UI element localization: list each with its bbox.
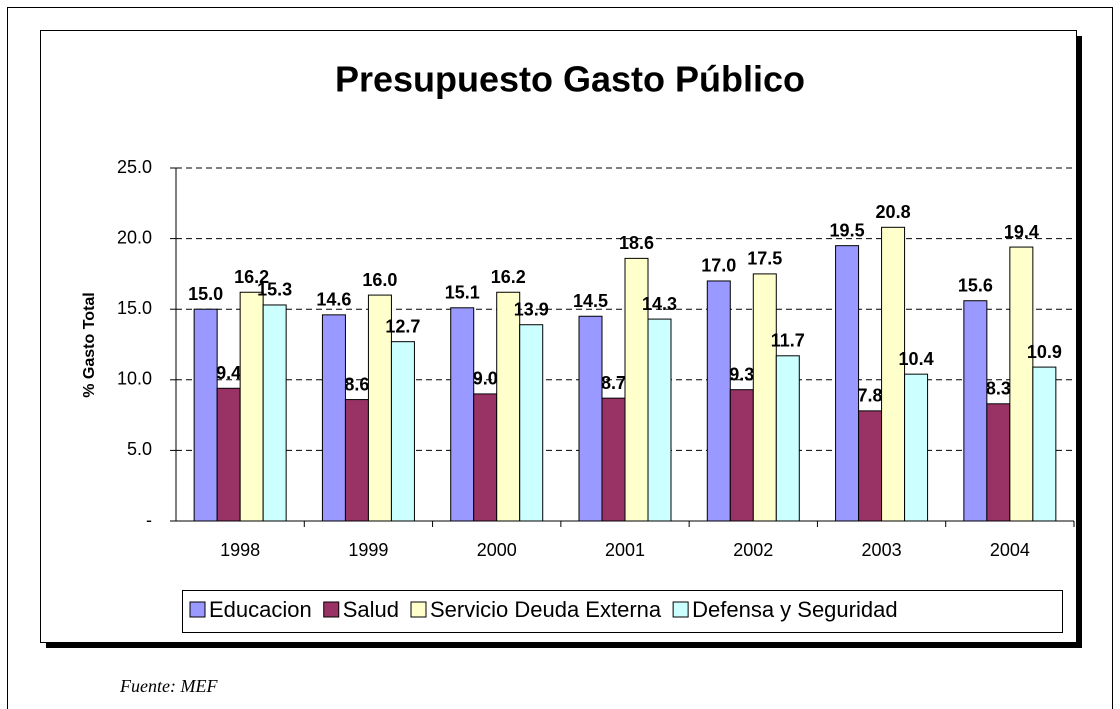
y-tick-label: - xyxy=(146,510,152,530)
data-label: 16.0 xyxy=(362,270,397,290)
data-label: 20.8 xyxy=(876,202,911,222)
data-label: 8.7 xyxy=(601,373,626,393)
bar xyxy=(450,307,475,522)
x-tick-label: 2001 xyxy=(605,540,645,560)
x-tick-label: 1999 xyxy=(348,540,388,560)
bar xyxy=(216,387,241,522)
data-label: 14.3 xyxy=(642,294,677,314)
bar xyxy=(473,393,498,522)
legend-swatch xyxy=(323,601,340,618)
x-tick-label: 2002 xyxy=(733,540,773,560)
bar xyxy=(904,373,929,522)
bar xyxy=(752,273,777,522)
data-label: 9.0 xyxy=(473,369,498,389)
x-tick-label: 2003 xyxy=(862,540,902,560)
y-tick-label: 20.0 xyxy=(117,227,152,247)
bar xyxy=(578,315,603,522)
y-tick-label: 5.0 xyxy=(127,439,152,459)
data-label: 10.4 xyxy=(899,349,934,369)
bar xyxy=(881,226,906,522)
bar xyxy=(706,280,731,522)
bar xyxy=(262,304,287,522)
legend-label: Salud xyxy=(343,597,399,622)
legend-swatch xyxy=(189,601,206,618)
bar xyxy=(858,410,883,522)
data-label: 17.5 xyxy=(747,249,782,269)
legend-label: Servicio Deuda Externa xyxy=(430,597,662,622)
x-tick-label: 1998 xyxy=(220,540,260,560)
y-tick-label: 25.0 xyxy=(117,157,152,177)
data-label: 17.0 xyxy=(701,256,736,276)
bar xyxy=(239,291,264,522)
data-label: 11.7 xyxy=(771,331,805,351)
bar xyxy=(1032,366,1057,522)
legend-label: Educacion xyxy=(209,597,312,622)
data-label: 15.0 xyxy=(188,284,223,304)
data-label: 14.6 xyxy=(316,290,351,310)
data-label: 15.1 xyxy=(445,283,480,303)
bar xyxy=(344,399,369,522)
bar xyxy=(986,403,1011,522)
bar xyxy=(496,291,521,522)
data-label: 9.3 xyxy=(729,364,754,384)
data-label: 12.7 xyxy=(385,316,420,336)
bar xyxy=(193,308,218,522)
data-label: 8.6 xyxy=(344,374,369,394)
data-label: 14.5 xyxy=(573,291,608,311)
data-label: 13.9 xyxy=(514,299,549,319)
chart-title: Presupuesto Gasto Público xyxy=(335,59,805,100)
data-label: 7.8 xyxy=(858,386,883,406)
bar xyxy=(1009,246,1034,522)
bar xyxy=(963,300,988,522)
data-label: 15.6 xyxy=(958,275,993,295)
x-tick-label: 2000 xyxy=(477,540,517,560)
data-label: 15.3 xyxy=(257,280,292,300)
data-label: 16.2 xyxy=(234,267,269,287)
data-label: 8.3 xyxy=(986,379,1011,399)
data-label: 19.4 xyxy=(1004,222,1039,242)
data-label: 9.4 xyxy=(216,363,241,383)
y-axis-title: % Gasto Total xyxy=(81,292,98,398)
data-label: 10.9 xyxy=(1027,342,1062,362)
x-tick-label: 2004 xyxy=(990,540,1030,560)
bar xyxy=(601,397,626,522)
bar xyxy=(519,324,544,522)
legend-label: Defensa y Seguridad xyxy=(692,597,897,622)
source: Fuente: MEF xyxy=(119,676,218,696)
data-label: 19.5 xyxy=(830,220,865,240)
bar xyxy=(647,318,672,522)
bar xyxy=(775,355,800,522)
bar xyxy=(835,245,860,522)
y-tick-label: 10.0 xyxy=(117,369,152,389)
legend-swatch xyxy=(672,601,689,618)
bar xyxy=(390,341,415,522)
legend-swatch xyxy=(410,601,427,618)
frame xyxy=(7,7,1113,709)
data-label: 18.6 xyxy=(619,233,654,253)
bar xyxy=(729,389,754,522)
y-tick-label: 15.0 xyxy=(117,298,152,318)
data-label: 16.2 xyxy=(491,267,526,287)
bar xyxy=(321,314,346,522)
